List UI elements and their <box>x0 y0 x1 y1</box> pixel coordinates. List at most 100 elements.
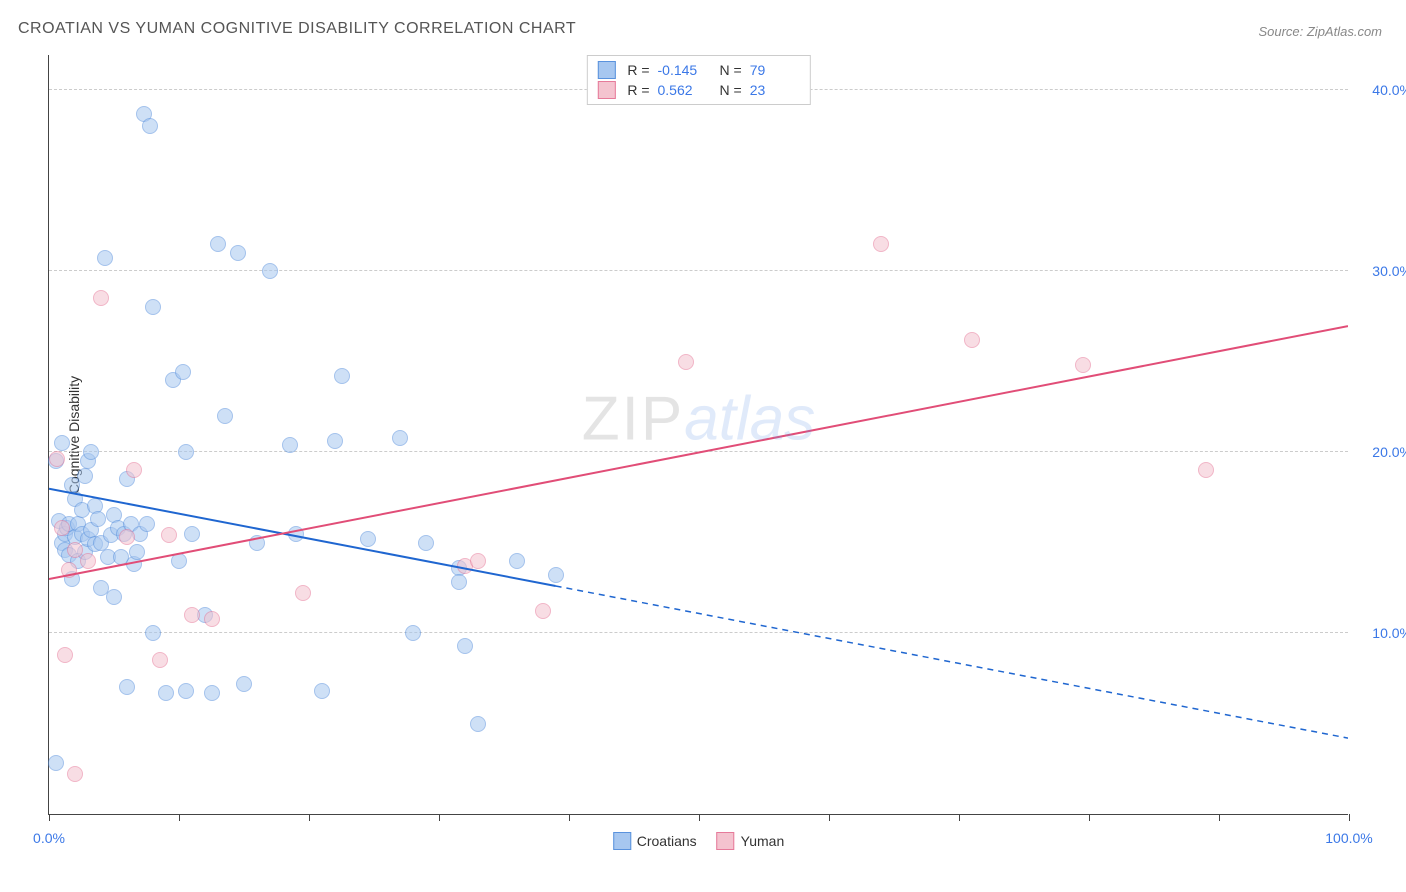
x-tick <box>1349 814 1350 821</box>
trend-yuman <box>49 326 1348 579</box>
trend-croatians-dashed <box>556 586 1348 738</box>
point-yuman <box>57 647 73 663</box>
legend-item-croatians: Croatians <box>613 832 697 850</box>
plot-area: Cognitive Disability ZIPatlas 10.0%20.0%… <box>48 55 1348 815</box>
point-yuman <box>470 553 486 569</box>
legend-series: Croatians Yuman <box>613 832 785 850</box>
legend-r-label: R = <box>627 62 649 78</box>
point-yuman <box>161 527 177 543</box>
point-yuman <box>678 354 694 370</box>
point-croatians <box>77 468 93 484</box>
point-yuman <box>152 652 168 668</box>
point-yuman <box>535 603 551 619</box>
legend-swatch-croatians-b <box>613 832 631 850</box>
legend-r-label-2: R = <box>627 82 649 98</box>
trend-lines <box>49 55 1348 814</box>
x-tick <box>1089 814 1090 821</box>
legend-swatch-croatians <box>597 61 615 79</box>
source-attribution: Source: ZipAtlas.com <box>1258 24 1382 39</box>
x-tick <box>1219 814 1220 821</box>
point-croatians <box>360 531 376 547</box>
point-yuman <box>80 553 96 569</box>
y-tick-label: 40.0% <box>1372 82 1406 98</box>
point-croatians <box>184 526 200 542</box>
legend-label-yuman: Yuman <box>741 833 785 849</box>
legend-row-yuman: R = 0.562 N = 23 <box>597 80 799 100</box>
point-croatians <box>262 263 278 279</box>
point-yuman <box>1198 462 1214 478</box>
point-yuman <box>873 236 889 252</box>
x-tick <box>569 814 570 821</box>
point-croatians <box>210 236 226 252</box>
point-croatians <box>158 685 174 701</box>
y-tick-label: 20.0% <box>1372 444 1406 460</box>
x-tick <box>829 814 830 821</box>
watermark-atlas: atlas <box>684 385 815 454</box>
watermark: ZIPatlas <box>582 384 815 455</box>
point-yuman <box>119 529 135 545</box>
legend-item-yuman: Yuman <box>717 832 785 850</box>
point-yuman <box>54 520 70 536</box>
point-croatians <box>418 535 434 551</box>
point-yuman <box>49 451 65 467</box>
point-yuman <box>295 585 311 601</box>
point-croatians <box>129 544 145 560</box>
x-tick-label: 0.0% <box>33 830 65 846</box>
point-croatians <box>97 250 113 266</box>
point-croatians <box>405 625 421 641</box>
point-croatians <box>178 683 194 699</box>
point-croatians <box>145 625 161 641</box>
gridline-h <box>49 270 1348 271</box>
point-croatians <box>509 553 525 569</box>
x-tick <box>959 814 960 821</box>
point-croatians <box>139 516 155 532</box>
point-croatians <box>142 118 158 134</box>
point-yuman <box>67 766 83 782</box>
point-croatians <box>334 368 350 384</box>
point-croatians <box>178 444 194 460</box>
point-croatians <box>392 430 408 446</box>
legend-label-croatians: Croatians <box>637 833 697 849</box>
point-croatians <box>314 683 330 699</box>
point-croatians <box>90 511 106 527</box>
legend-row-croatians: R = -0.145 N = 79 <box>597 60 799 80</box>
point-croatians <box>327 433 343 449</box>
legend-swatch-yuman-b <box>717 832 735 850</box>
point-yuman <box>61 562 77 578</box>
legend-correlation: R = -0.145 N = 79 R = 0.562 N = 23 <box>586 55 810 105</box>
point-croatians <box>282 437 298 453</box>
point-croatians <box>548 567 564 583</box>
x-tick <box>439 814 440 821</box>
point-yuman <box>93 290 109 306</box>
point-croatians <box>204 685 220 701</box>
point-croatians <box>217 408 233 424</box>
x-tick <box>699 814 700 821</box>
legend-r-croatians: -0.145 <box>658 62 708 78</box>
x-tick <box>309 814 310 821</box>
point-croatians <box>451 574 467 590</box>
point-croatians <box>54 435 70 451</box>
point-croatians <box>145 299 161 315</box>
gridline-h <box>49 632 1348 633</box>
point-croatians <box>171 553 187 569</box>
x-tick-label: 100.0% <box>1325 830 1372 846</box>
watermark-zip: ZIP <box>582 385 684 454</box>
point-croatians <box>470 716 486 732</box>
point-croatians <box>83 444 99 460</box>
point-croatians <box>457 638 473 654</box>
gridline-h <box>49 451 1348 452</box>
point-croatians <box>249 535 265 551</box>
point-yuman <box>964 332 980 348</box>
legend-n-label: N = <box>720 62 742 78</box>
legend-n-yuman: 23 <box>750 82 800 98</box>
point-yuman <box>126 462 142 478</box>
legend-n-label-2: N = <box>720 82 742 98</box>
point-croatians <box>48 755 64 771</box>
chart-title: CROATIAN VS YUMAN COGNITIVE DISABILITY C… <box>18 20 576 38</box>
legend-n-croatians: 79 <box>750 62 800 78</box>
point-croatians <box>119 679 135 695</box>
point-croatians <box>175 364 191 380</box>
point-croatians <box>288 526 304 542</box>
x-tick <box>179 814 180 821</box>
point-yuman <box>1075 357 1091 373</box>
